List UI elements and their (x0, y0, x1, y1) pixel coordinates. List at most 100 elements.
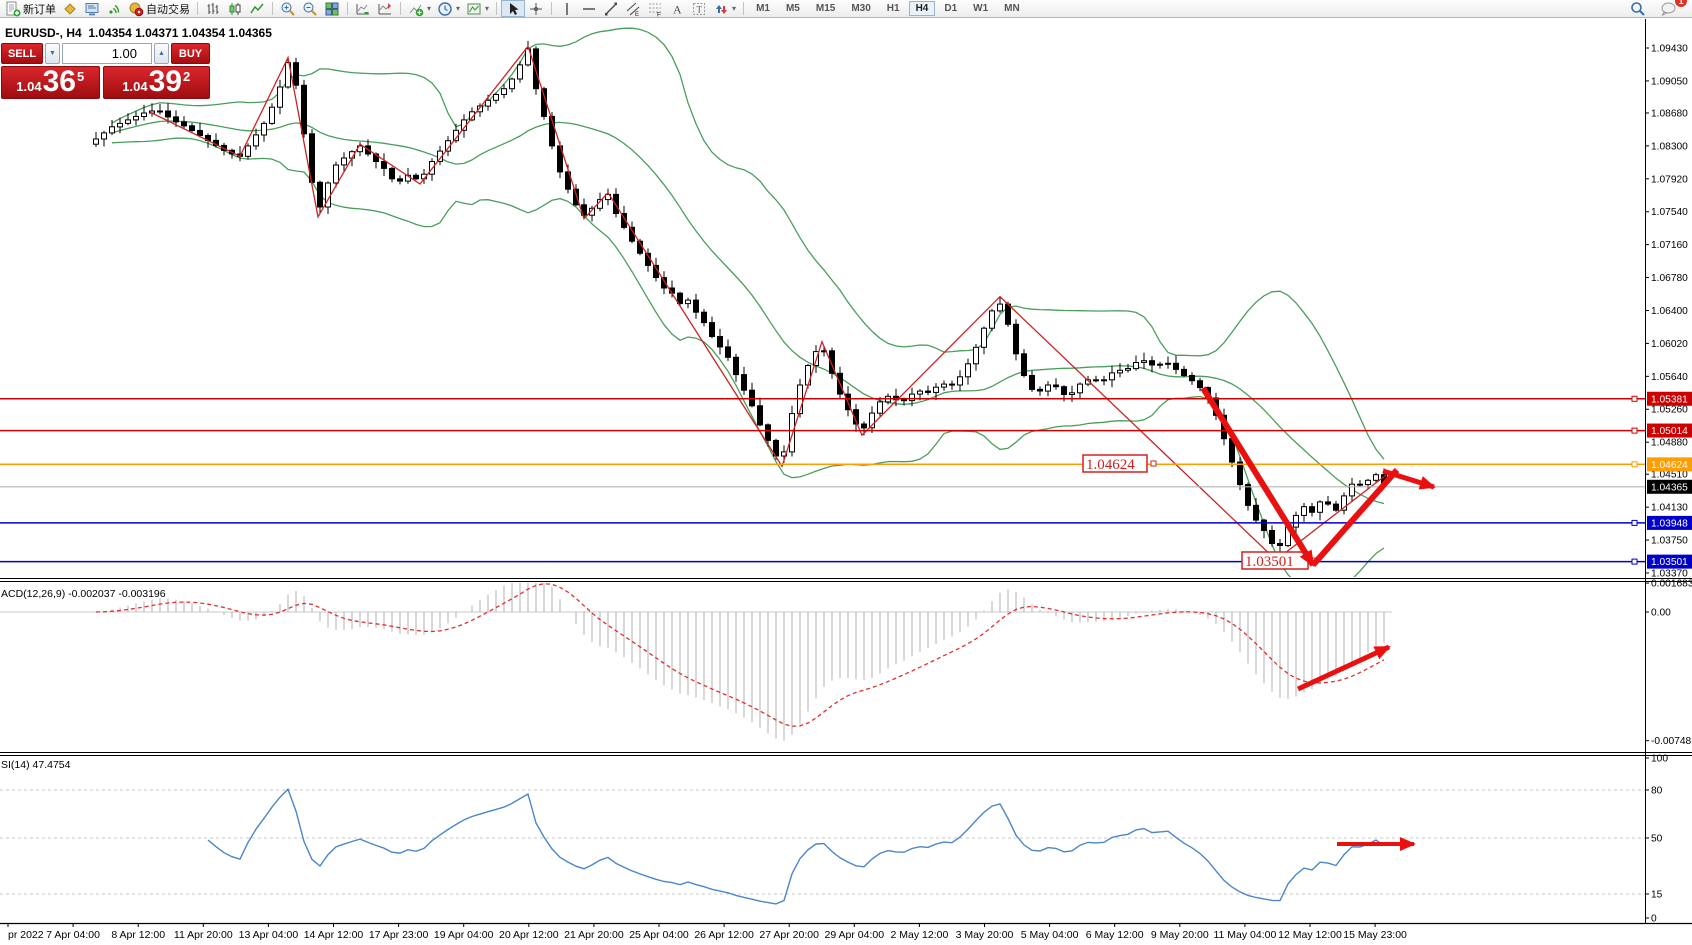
periods-button[interactable]: ▾ (434, 0, 463, 17)
volume-decrease-button[interactable]: ▼ (45, 43, 60, 64)
buy-button[interactable]: BUY (171, 43, 210, 64)
chart-ohlc: 1.04354 1.04371 1.04354 1.04365 (88, 26, 272, 40)
sell-price-prefix: 1.04 (16, 79, 42, 94)
line-chart-button[interactable] (246, 0, 268, 17)
buy-price-display[interactable]: 1.04 39 2 (102, 66, 210, 99)
svg-text:11 Apr 20:00: 11 Apr 20:00 (174, 929, 233, 941)
volume-input[interactable] (62, 43, 152, 64)
svg-text:F: F (657, 11, 661, 17)
text-tool[interactable]: A (666, 0, 688, 17)
timeframe-d1[interactable]: D1 (944, 3, 958, 14)
chart-shift-button[interactable] (374, 0, 396, 17)
indicators-button[interactable]: ▾ (405, 0, 434, 17)
svg-text:5 May 04:00: 5 May 04:00 (1021, 929, 1079, 941)
toolbar: 新订单 自动交易 (0, 0, 1692, 18)
cursor-tool-button[interactable] (501, 0, 526, 17)
sell-price-display[interactable]: 1.04 36 5 (1, 66, 100, 99)
text-icon: A (673, 2, 682, 16)
svg-text:29 Apr 04:00: 29 Apr 04:00 (825, 929, 885, 941)
svg-text:17 Apr 23:00: 17 Apr 23:00 (369, 929, 429, 941)
arrows-icon (716, 4, 728, 14)
candlestick-button[interactable] (224, 0, 246, 17)
svg-text:100: 100 (1651, 754, 1668, 765)
svg-text:T: T (697, 4, 703, 14)
toolbar-separator (496, 2, 498, 15)
zoom-out-button[interactable] (299, 0, 321, 17)
new-order-button[interactable]: 新订单 (2, 0, 59, 17)
timeframe-m1[interactable]: M1 (756, 3, 770, 14)
indicators-icon (409, 4, 424, 16)
terminal-icon (85, 2, 99, 15)
tile-windows-button[interactable] (321, 0, 343, 17)
timeframe-m5[interactable]: M5 (785, 3, 800, 14)
sell-button[interactable]: SELL (1, 43, 43, 64)
bar-chart-button[interactable] (202, 0, 224, 17)
svg-text:6 May 12:00: 6 May 12:00 (1086, 929, 1144, 941)
chat-button[interactable]: 1 (1657, 0, 1687, 17)
trendline-tool[interactable] (600, 0, 622, 17)
bar-chart-icon (207, 2, 219, 14)
arrows-tool[interactable]: ▾ (710, 0, 739, 17)
signals-icon (109, 4, 120, 14)
signals-button[interactable] (103, 0, 125, 17)
timeframe-h4[interactable]: H4 (908, 1, 936, 16)
toolbar-separator (743, 2, 745, 15)
svg-text:15 May 23:00: 15 May 23:00 (1343, 929, 1407, 941)
terminal-button[interactable] (81, 0, 103, 17)
fibonacci-tool[interactable]: F (644, 0, 666, 17)
svg-text:1.06400: 1.06400 (1651, 306, 1688, 317)
svg-text:8 Apr 12:00: 8 Apr 12:00 (111, 929, 165, 941)
cursor-icon (510, 2, 519, 15)
chevron-down-icon: ▾ (485, 4, 490, 13)
text-label-tool[interactable]: T (688, 0, 710, 17)
svg-text:50: 50 (1651, 834, 1663, 845)
timeframe-h1[interactable]: H1 (886, 3, 900, 14)
auto-scroll-button[interactable] (352, 0, 374, 17)
autotrade-button[interactable]: 自动交易 (125, 0, 193, 17)
chart-title: EURUSD-, H4 1.04354 1.04371 1.04354 1.04… (5, 26, 272, 40)
toolbar-separator (347, 2, 348, 15)
svg-text:E: E (635, 12, 639, 17)
search-button[interactable] (1627, 0, 1649, 17)
svg-text:1.08680: 1.08680 (1651, 108, 1688, 119)
sell-price-main: 36 (42, 65, 76, 98)
svg-text:1.05014: 1.05014 (1651, 426, 1688, 437)
crosshair-icon (530, 2, 543, 15)
candlestick-icon (229, 2, 241, 15)
timeframe-m15[interactable]: M15 (815, 3, 836, 14)
chevron-down-icon: ▾ (427, 4, 432, 13)
zoom-in-button[interactable] (277, 0, 299, 17)
zoom-out-icon (303, 2, 317, 16)
trendline-icon (605, 2, 618, 15)
autotrade-icon (129, 2, 144, 16)
timeframe-m30[interactable]: M30 (851, 3, 871, 14)
svg-text:1.05381: 1.05381 (1651, 394, 1688, 405)
svg-text:2 May 12:00: 2 May 12:00 (891, 929, 949, 941)
svg-text:1.03750: 1.03750 (1651, 536, 1688, 547)
volume-increase-button[interactable]: ▲ (154, 43, 169, 64)
templates-button[interactable]: ▾ (463, 0, 492, 17)
svg-text:13 Apr 04:00: 13 Apr 04:00 (239, 929, 299, 941)
svg-text:15: 15 (1651, 890, 1663, 901)
timeframe-mn[interactable]: MN (1004, 3, 1020, 14)
svg-text:1.05640: 1.05640 (1651, 372, 1688, 383)
svg-text:9 May 20:00: 9 May 20:00 (1151, 929, 1209, 941)
equidistant-channel-tool[interactable]: E (622, 0, 644, 17)
autotrade-label: 自动交易 (146, 3, 190, 16)
vertical-line-icon (566, 2, 568, 15)
svg-text:1.04880: 1.04880 (1651, 438, 1688, 449)
news-button[interactable] (59, 0, 81, 17)
toolbar-separator (551, 2, 553, 15)
vertical-line-tool[interactable] (556, 0, 578, 17)
crosshair-tool-button[interactable] (525, 0, 547, 17)
timeframe-w1[interactable]: W1 (973, 3, 989, 14)
svg-text:27 Apr 20:00: 27 Apr 20:00 (759, 929, 819, 941)
toolbar-separator (197, 2, 198, 15)
svg-text:0: 0 (1651, 914, 1657, 925)
zoom-in-icon (281, 2, 295, 16)
horizontal-line-tool[interactable] (578, 0, 600, 17)
